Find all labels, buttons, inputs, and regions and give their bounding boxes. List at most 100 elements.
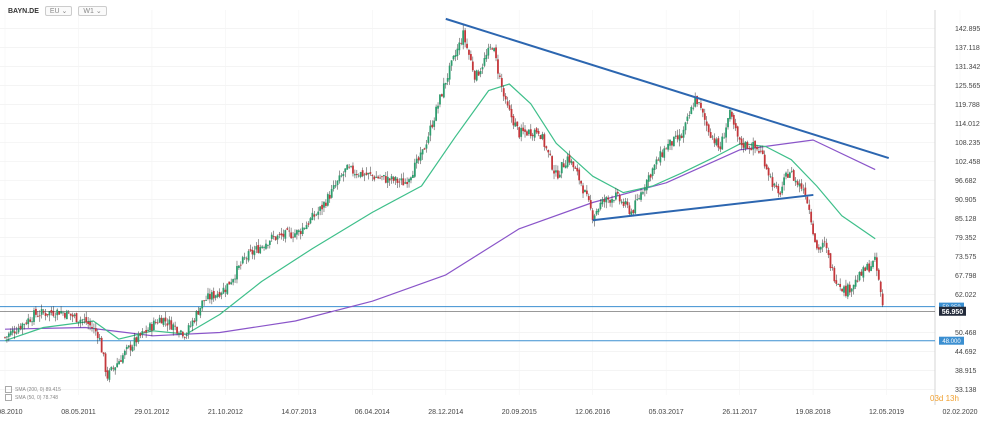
- y-tick-label: 137.118: [955, 45, 980, 52]
- candle-body: [85, 317, 88, 323]
- candle-body: [783, 177, 785, 186]
- legend-item-sma200[interactable]: SMA (200, 0) 89.415: [5, 386, 61, 394]
- candle-body: [195, 311, 198, 322]
- candle-body: [721, 136, 724, 150]
- candle-body: [787, 173, 789, 178]
- candle-body: [270, 234, 273, 239]
- y-tick-label: 38.915: [955, 368, 977, 375]
- candle-body: [178, 334, 180, 335]
- candle-body: [145, 330, 148, 333]
- candle-body: [344, 168, 347, 173]
- candle-body: [220, 293, 223, 295]
- candle-countdown: 03d 13h: [930, 394, 959, 403]
- legend-item-sma50[interactable]: SMA (50, 0) 78.748: [5, 394, 61, 402]
- candle-body: [448, 65, 451, 80]
- candle-body: [172, 324, 175, 331]
- candle-body: [441, 94, 443, 97]
- candle-body: [35, 308, 37, 315]
- candle-body: [222, 287, 225, 294]
- candle-body: [700, 102, 702, 108]
- candle-body: [218, 291, 221, 297]
- candle-body: [290, 232, 293, 239]
- candle-body: [788, 172, 791, 178]
- candle-body: [212, 290, 215, 299]
- current-price-bg: [939, 306, 966, 316]
- y-tick-label: 62.022: [955, 292, 977, 299]
- candle-body: [433, 120, 436, 127]
- candle-body: [574, 167, 577, 169]
- candle-body: [817, 247, 820, 250]
- candle-body: [183, 337, 186, 338]
- candle-body: [388, 178, 391, 181]
- candle-body: [614, 192, 617, 200]
- candle-body: [321, 204, 323, 210]
- candle-body: [674, 135, 677, 137]
- candle-body: [131, 346, 134, 351]
- trendlines[interactable]: [445, 17, 890, 222]
- candle-body: [19, 325, 22, 329]
- candle-body: [381, 176, 383, 178]
- candle-body: [643, 188, 646, 191]
- candle-body: [346, 164, 349, 170]
- candle-body: [487, 47, 490, 56]
- candle-body: [765, 164, 768, 170]
- candle-body: [89, 322, 91, 326]
- candle-body: [60, 311, 62, 314]
- candle-body: [729, 110, 731, 120]
- candle-body: [845, 285, 847, 296]
- candle-body: [506, 101, 509, 106]
- candle-body: [589, 200, 592, 209]
- candle-body: [160, 317, 163, 324]
- candle-body: [125, 346, 128, 350]
- candle-body: [661, 152, 664, 157]
- candle-body: [425, 144, 428, 149]
- candle-body: [470, 54, 472, 61]
- candle-body: [261, 246, 264, 248]
- candle-body: [653, 164, 656, 170]
- candle-body: [450, 60, 453, 66]
- candle-body: [110, 366, 113, 371]
- x-axis: 15.08.2010 08.05.2011 29.01.2012 21.10.2012…: [0, 409, 978, 416]
- candle-body: [852, 284, 855, 290]
- candle-body: [268, 240, 271, 245]
- candle-body: [754, 140, 756, 148]
- candle-body: [601, 199, 604, 205]
- candle-body: [87, 321, 90, 324]
- candle-body: [709, 132, 712, 138]
- candle-body: [618, 195, 621, 202]
- candle-body: [427, 136, 430, 143]
- candle-body: [651, 168, 654, 176]
- candle-body: [158, 317, 161, 323]
- candle-body: [114, 367, 117, 371]
- candle-body: [371, 174, 374, 176]
- candle-body: [667, 143, 669, 150]
- candle-body: [843, 286, 845, 293]
- timeframe-selector[interactable]: W1 ⌄: [78, 6, 107, 16]
- candle-body: [108, 370, 111, 380]
- candle-body: [738, 137, 741, 140]
- candle-body: [462, 30, 465, 45]
- checkbox-icon[interactable]: [5, 394, 12, 402]
- candle-body: [481, 67, 484, 70]
- candle-body: [294, 233, 296, 238]
- candle-body: [636, 199, 639, 200]
- candle-body: [301, 227, 304, 235]
- candle-body: [297, 230, 300, 233]
- candle-body: [239, 264, 242, 266]
- candle-body: [814, 233, 816, 243]
- candle-body: [875, 257, 878, 271]
- market-selector[interactable]: EU ⌄: [44, 6, 73, 16]
- candle-body: [112, 367, 115, 369]
- candle-body: [779, 192, 782, 195]
- candle-body: [36, 315, 39, 317]
- candle-body: [214, 295, 217, 298]
- candle-body: [584, 189, 586, 193]
- candle-body: [106, 370, 109, 379]
- candle-body: [761, 150, 764, 154]
- checkbox-icon[interactable]: [5, 386, 12, 394]
- candle-body: [607, 197, 610, 200]
- candle-body: [62, 312, 64, 314]
- candle-body: [170, 320, 173, 330]
- candle-body: [823, 241, 826, 243]
